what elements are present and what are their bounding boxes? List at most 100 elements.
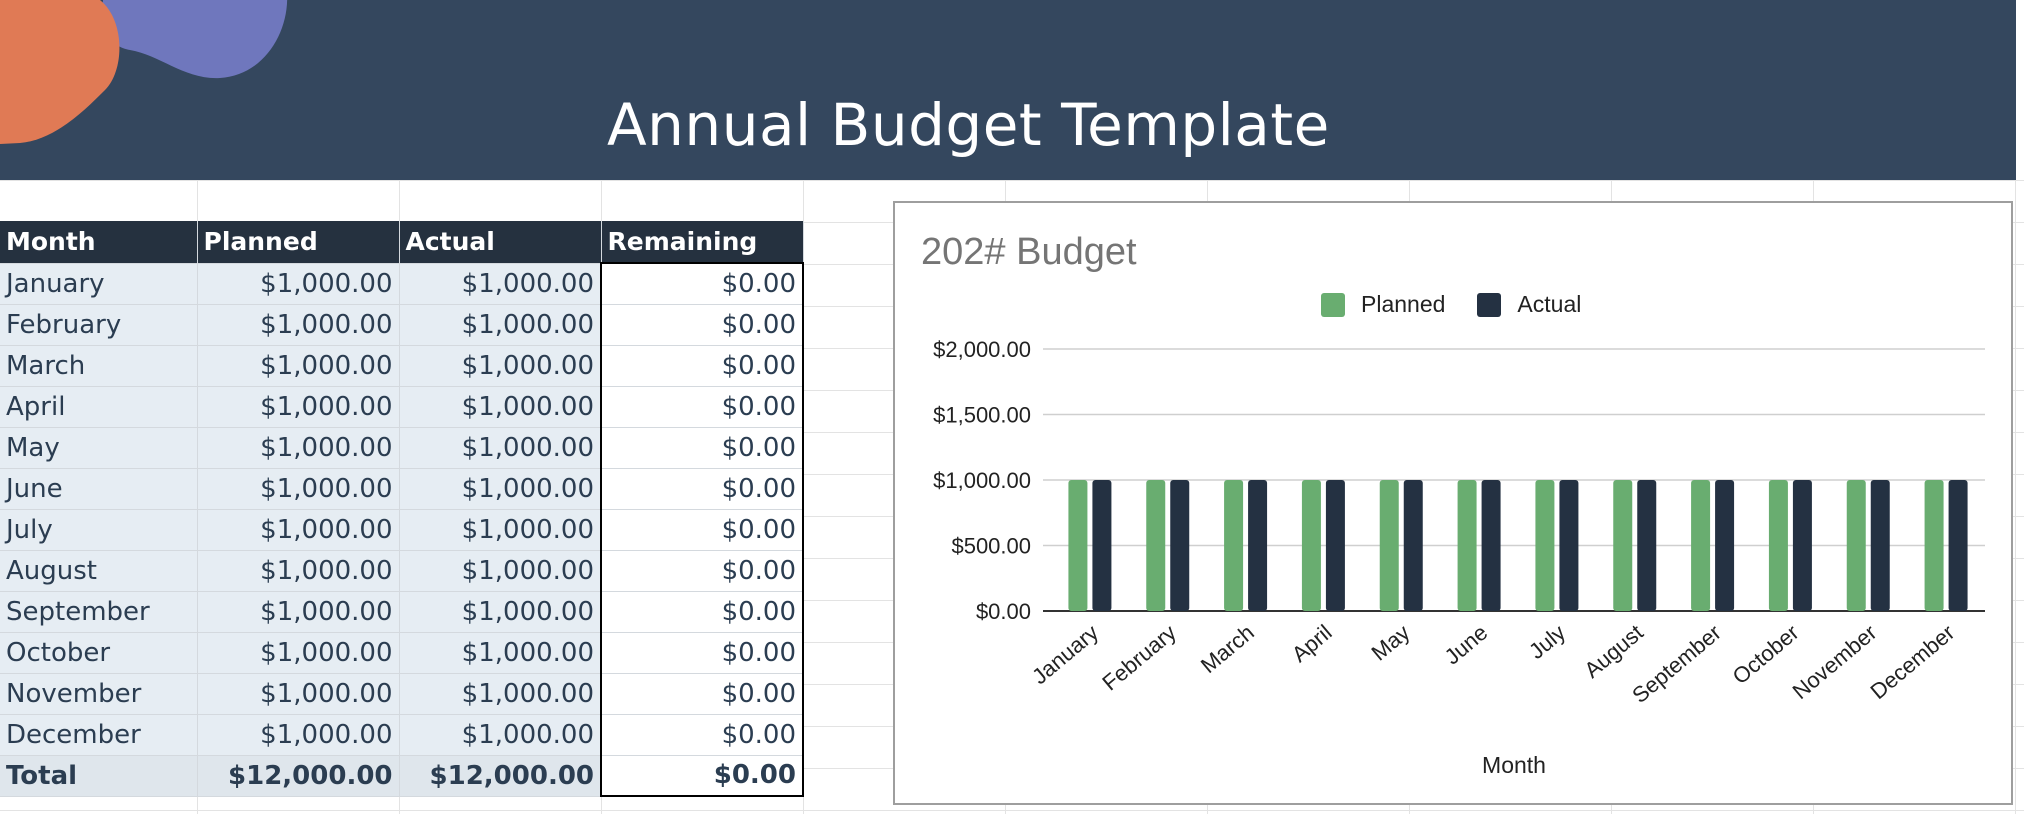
chart-plot: $0.00 $500.00 $1,000.00 $1,500.00 $2,000.00 J… bbox=[933, 337, 1985, 778]
cell-remaining[interactable]: $0.00 bbox=[600, 386, 804, 428]
cell-planned[interactable]: $1,000.00 bbox=[197, 673, 400, 715]
cell-planned[interactable]: $1,000.00 bbox=[197, 386, 400, 428]
bar-planned-may bbox=[1379, 480, 1399, 611]
cell-planned[interactable]: $1,000.00 bbox=[197, 427, 400, 469]
cell-remaining[interactable]: $0.00 bbox=[600, 262, 804, 305]
cell-actual[interactable]: $1,000.00 bbox=[399, 632, 602, 674]
bar-actual-october bbox=[1792, 480, 1812, 611]
cell-month[interactable]: June bbox=[0, 468, 198, 510]
chart-title: 202# Budget bbox=[921, 231, 1137, 273]
cell-month[interactable]: January bbox=[0, 263, 198, 305]
cell-actual[interactable]: $1,000.00 bbox=[399, 263, 602, 305]
cell-remaining[interactable]: $0.00 bbox=[600, 673, 804, 715]
cell-actual[interactable]: $1,000.00 bbox=[399, 345, 602, 387]
table-row: February $1,000.00 $1,000.00 $0.00 bbox=[0, 304, 804, 346]
column-header-planned[interactable]: Planned bbox=[197, 221, 400, 264]
cell-planned[interactable]: $1,000.00 bbox=[197, 304, 400, 346]
legend-swatch-planned bbox=[1321, 292, 1345, 317]
cell-actual[interactable]: $1,000.00 bbox=[399, 427, 602, 469]
cell-month[interactable]: August bbox=[0, 550, 198, 592]
table-row: March $1,000.00 $1,000.00 $0.00 bbox=[0, 345, 804, 387]
cell-total-actual[interactable]: $12,000.00 bbox=[399, 755, 602, 797]
cell-planned[interactable]: $1,000.00 bbox=[197, 345, 400, 387]
cell-remaining[interactable]: $0.00 bbox=[600, 304, 804, 346]
x-tick-label: June bbox=[1440, 620, 1493, 670]
table-row: January $1,000.00 $1,000.00 $0.00 bbox=[0, 262, 804, 305]
y-tick-label: $1,500.00 bbox=[933, 403, 1031, 428]
cell-actual[interactable]: $1,000.00 bbox=[399, 509, 602, 551]
cell-actual[interactable]: $1,000.00 bbox=[399, 591, 602, 633]
cell-remaining[interactable]: $0.00 bbox=[600, 509, 804, 551]
decorative-blob-purple bbox=[101, 0, 288, 79]
cell-planned[interactable]: $1,000.00 bbox=[197, 509, 400, 551]
cell-actual[interactable]: $1,000.00 bbox=[399, 304, 602, 346]
cell-month[interactable]: April bbox=[0, 386, 198, 428]
table-total-row: Total $12,000.00 $12,000.00 $0.00 bbox=[0, 755, 804, 797]
cell-total-label[interactable]: Total bbox=[0, 755, 198, 797]
cell-month[interactable]: May bbox=[0, 427, 198, 469]
bar-planned-june bbox=[1457, 480, 1477, 611]
y-tick-label: $2,000.00 bbox=[933, 337, 1031, 362]
cell-planned[interactable]: $1,000.00 bbox=[197, 632, 400, 674]
cell-remaining[interactable]: $0.00 bbox=[600, 550, 804, 592]
cell-remaining[interactable]: $0.00 bbox=[600, 345, 804, 387]
table-header-row: Month Planned Actual Remaining bbox=[0, 221, 804, 264]
budget-chart[interactable]: 202# Budget Planned Actual $0.00 $500.00 $… bbox=[893, 201, 2013, 805]
x-tick-label: July bbox=[1524, 620, 1570, 664]
table-row: September $1,000.00 $1,000.00 $0.00 bbox=[0, 591, 804, 633]
cell-total-planned[interactable]: $12,000.00 bbox=[197, 755, 400, 797]
bar-actual-august bbox=[1637, 480, 1657, 611]
table-row: August $1,000.00 $1,000.00 $0.00 bbox=[0, 550, 804, 592]
table-row: July $1,000.00 $1,000.00 $0.00 bbox=[0, 509, 804, 551]
y-tick-label: $500.00 bbox=[951, 534, 1031, 559]
cell-planned[interactable]: $1,000.00 bbox=[197, 468, 400, 510]
cell-actual[interactable]: $1,000.00 bbox=[399, 550, 602, 592]
cell-month[interactable]: July bbox=[0, 509, 198, 551]
y-tick-label: $1,000.00 bbox=[933, 468, 1031, 493]
cell-month[interactable]: March bbox=[0, 345, 198, 387]
chart-legend: Planned Actual bbox=[1321, 291, 1581, 318]
table-row: December $1,000.00 $1,000.00 $0.00 bbox=[0, 714, 804, 756]
cell-total-remaining[interactable]: $0.00 bbox=[600, 755, 804, 797]
bar-actual-february bbox=[1170, 480, 1190, 611]
cell-actual[interactable]: $1,000.00 bbox=[399, 714, 602, 756]
bar-planned-april bbox=[1301, 480, 1321, 611]
x-tick-label: May bbox=[1367, 620, 1415, 666]
page-title: Annual Budget Template bbox=[607, 90, 1330, 159]
bar-actual-december bbox=[1948, 480, 1968, 611]
cell-remaining[interactable]: $0.00 bbox=[600, 714, 804, 756]
cell-planned[interactable]: $1,000.00 bbox=[197, 591, 400, 633]
column-header-actual[interactable]: Actual bbox=[399, 221, 602, 264]
bar-actual-april bbox=[1325, 480, 1345, 611]
cell-actual[interactable]: $1,000.00 bbox=[399, 673, 602, 715]
bar-actual-march bbox=[1248, 480, 1268, 611]
bar-planned-january bbox=[1068, 480, 1088, 611]
cell-remaining[interactable]: $0.00 bbox=[600, 632, 804, 674]
column-header-remaining[interactable]: Remaining bbox=[601, 221, 804, 264]
bar-actual-november bbox=[1870, 480, 1890, 611]
column-header-month[interactable]: Month bbox=[0, 221, 198, 264]
bar-planned-november bbox=[1846, 480, 1866, 611]
cell-planned[interactable]: $1,000.00 bbox=[197, 714, 400, 756]
cell-planned[interactable]: $1,000.00 bbox=[197, 263, 400, 305]
cell-month[interactable]: September bbox=[0, 591, 198, 633]
header-banner: Annual Budget Template bbox=[0, 0, 2016, 180]
x-tick-label: November bbox=[1788, 620, 1882, 704]
cell-planned[interactable]: $1,000.00 bbox=[197, 550, 400, 592]
bar-planned-september bbox=[1691, 480, 1711, 611]
cell-actual[interactable]: $1,000.00 bbox=[399, 468, 602, 510]
legend-item-actual: Actual bbox=[1477, 291, 1581, 318]
cell-month[interactable]: October bbox=[0, 632, 198, 674]
x-tick-label: January bbox=[1027, 620, 1103, 689]
cell-remaining[interactable]: $0.00 bbox=[600, 468, 804, 510]
bar-actual-may bbox=[1403, 480, 1423, 611]
x-tick-label: August bbox=[1579, 620, 1648, 683]
cell-month[interactable]: December bbox=[0, 714, 198, 756]
cell-remaining[interactable]: $0.00 bbox=[600, 427, 804, 469]
cell-month[interactable]: February bbox=[0, 304, 198, 346]
cell-actual[interactable]: $1,000.00 bbox=[399, 386, 602, 428]
x-tick-label: March bbox=[1196, 620, 1259, 678]
cell-month[interactable]: November bbox=[0, 673, 198, 715]
table-row: June $1,000.00 $1,000.00 $0.00 bbox=[0, 468, 804, 510]
cell-remaining[interactable]: $0.00 bbox=[600, 591, 804, 633]
